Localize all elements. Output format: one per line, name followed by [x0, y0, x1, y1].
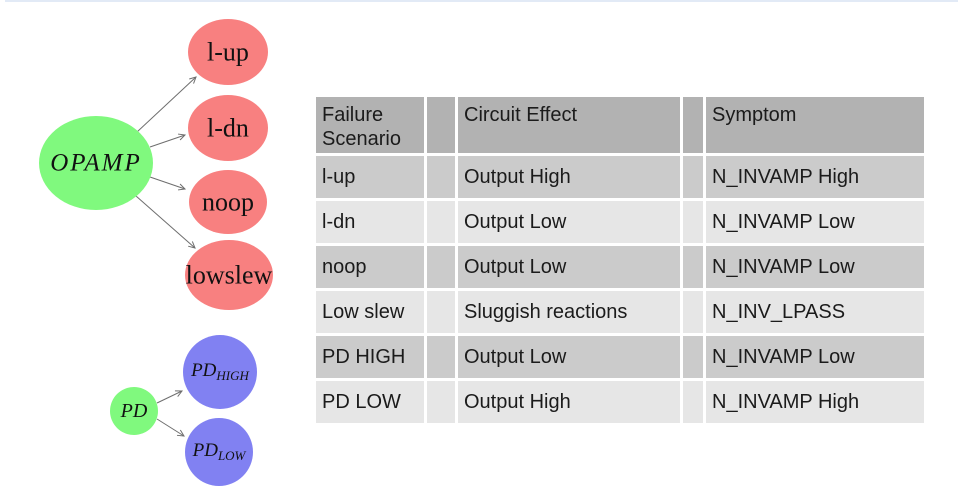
cell-effect: Sluggish reactions: [458, 291, 680, 333]
pd-high-node: [183, 335, 257, 409]
pd-root-node: [110, 387, 158, 435]
opamp-root-label: OPAMP: [50, 150, 141, 177]
cell-symptom: N_INVAMP Low: [706, 336, 924, 378]
pd-fault-tree: PD PDHIGH PDLOW: [110, 335, 257, 486]
pd-root-label: PD: [120, 400, 148, 422]
failure-node-lup: [188, 19, 268, 85]
pd-low-label: PDLOW: [192, 440, 247, 463]
header-spacer-cell: [427, 97, 455, 153]
failure-node-ldn: [188, 95, 268, 161]
pd-low-label-subscript: LOW: [217, 448, 247, 463]
cell-scenario: PD HIGH: [316, 336, 424, 378]
spacer-cell: [683, 246, 703, 288]
failure-node-lup-label: l-up: [207, 38, 249, 67]
top-accent-line: [5, 0, 958, 2]
spacer-cell: [427, 381, 455, 423]
fault-tree-diagram: OPAMP l-up l-dn noop lowslew PD PDHIGH P…: [39, 19, 273, 486]
edge-arrow-opamp-noop: [149, 176, 187, 191]
pd-high-label-subscript: HIGH: [215, 368, 249, 383]
failure-node-lowslew-label: lowslew: [186, 261, 273, 290]
pd-low-label-base: PD: [192, 440, 219, 461]
cell-scenario: noop: [316, 246, 424, 288]
spacer-cell: [683, 336, 703, 378]
cell-symptom: N_INV_LPASS: [706, 291, 924, 333]
spacer-cell: [427, 291, 455, 333]
edge-arrow-opamp-lup: [136, 76, 197, 133]
failure-node-noop: [189, 170, 267, 234]
cell-effect: Output Low: [458, 201, 680, 243]
spacer-cell: [427, 201, 455, 243]
edge-arrow-opamp-lowslew: [135, 195, 196, 249]
spacer-cell: [427, 336, 455, 378]
spacer-cell: [683, 201, 703, 243]
spacer-cell: [427, 156, 455, 198]
column-header-symptom: Symptom: [706, 97, 924, 153]
failure-node-noop-label: noop: [202, 188, 254, 217]
cell-scenario: PD LOW: [316, 381, 424, 423]
cell-scenario: l-dn: [316, 201, 424, 243]
cell-scenario: Low slew: [316, 291, 424, 333]
edge-arrow-pd-low: [156, 418, 185, 437]
pd-high-label-base: PD: [190, 360, 217, 381]
cell-effect: Output High: [458, 156, 680, 198]
failure-scenario-table: Failure Scenario Circuit Effect Symptom …: [316, 97, 924, 423]
edge-arrow-pd-high: [156, 390, 183, 404]
spacer-cell: [683, 156, 703, 198]
column-header-circuit-effect: Circuit Effect: [458, 97, 680, 153]
cell-symptom: N_INVAMP Low: [706, 201, 924, 243]
failure-node-ldn-label: l-dn: [207, 114, 249, 143]
spacer-cell: [427, 246, 455, 288]
cell-scenario: l-up: [316, 156, 424, 198]
header-spacer-cell: [683, 97, 703, 153]
cell-symptom: N_INVAMP Low: [706, 246, 924, 288]
cell-effect: Output Low: [458, 336, 680, 378]
column-header-failure-scenario: Failure Scenario: [316, 97, 424, 153]
opamp-fault-tree: OPAMP l-up l-dn noop lowslew: [39, 19, 273, 310]
pd-low-node: [185, 418, 253, 486]
cell-symptom: N_INVAMP High: [706, 381, 924, 423]
failure-node-lowslew: [185, 240, 273, 310]
spacer-cell: [683, 291, 703, 333]
cell-effect: Output High: [458, 381, 680, 423]
spacer-cell: [683, 381, 703, 423]
opamp-root-node: [39, 116, 153, 210]
cell-effect: Output Low: [458, 246, 680, 288]
edge-arrow-opamp-ldn: [149, 133, 187, 148]
pd-high-label: PDHIGH: [190, 360, 249, 383]
cell-symptom: N_INVAMP High: [706, 156, 924, 198]
